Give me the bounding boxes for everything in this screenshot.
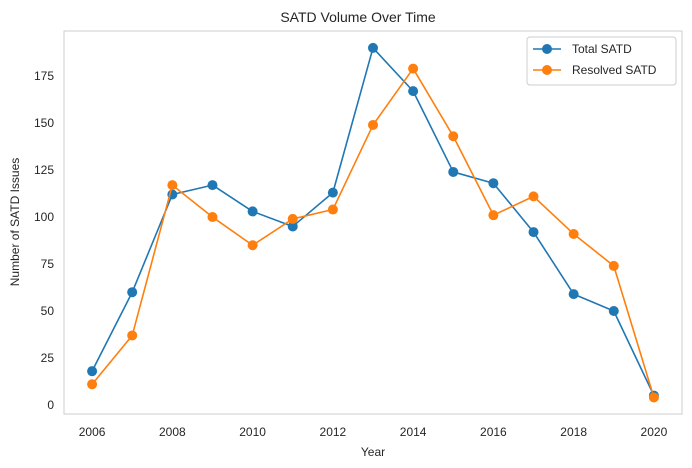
data-point-total-satd [207, 180, 218, 191]
x-tick-label: 2008 [159, 425, 186, 439]
data-point-total-satd [408, 86, 419, 97]
data-point-total-satd [528, 227, 539, 238]
data-point-resolved-satd [648, 392, 659, 403]
x-tick-label: 2006 [79, 425, 106, 439]
legend-box [526, 36, 677, 86]
data-point-resolved-satd [568, 228, 579, 239]
data-point-total-satd [127, 287, 138, 298]
x-axis-ticks: 2006 2008 2010 2012 2014 2016 2018 2020 [79, 425, 668, 439]
y-tick-label: 50 [41, 304, 55, 318]
series-layer [87, 42, 659, 403]
chart-title: SATD Volume Over Time [280, 9, 436, 25]
data-point-resolved-satd [528, 191, 539, 202]
legend: Total SATD Resolved SATD [526, 36, 677, 86]
data-point-resolved-satd [368, 119, 378, 130]
data-point-total-satd [608, 306, 619, 317]
legend-label-total-satd: Total SATD [572, 42, 632, 56]
y-axis-label: Number of SATD Issues [8, 158, 22, 286]
y-axis-ticks: 0 25 50 75 100 125 150 175 [34, 69, 54, 412]
data-point-resolved-satd [167, 180, 178, 191]
data-point-resolved-satd [408, 63, 419, 74]
data-point-total-satd [327, 187, 338, 198]
data-point-resolved-satd [327, 204, 338, 215]
data-point-resolved-satd [127, 330, 138, 341]
x-tick-label: 2012 [320, 425, 347, 439]
data-point-resolved-satd [488, 210, 499, 221]
data-point-total-satd [247, 206, 258, 217]
series-line-total-satd [91, 47, 655, 396]
x-tick-label: 2014 [400, 425, 427, 439]
legend-marker-total-satd [542, 44, 552, 54]
y-tick-label: 25 [41, 351, 55, 365]
data-point-resolved-satd [207, 212, 218, 223]
x-tick-label: 2016 [480, 425, 507, 439]
x-tick-label: 2018 [560, 425, 587, 439]
y-tick-label: 175 [34, 69, 54, 83]
y-tick-label: 0 [47, 398, 54, 412]
data-point-resolved-satd [448, 131, 459, 142]
legend-marker-resolved-satd [542, 65, 552, 75]
data-point-total-satd [448, 166, 459, 177]
data-point-resolved-satd [247, 240, 258, 251]
y-tick-label: 100 [34, 210, 54, 224]
y-tick-label: 150 [34, 116, 54, 130]
legend-label-resolved-satd: Resolved SATD [572, 63, 657, 77]
x-tick-label: 2020 [641, 425, 668, 439]
data-point-resolved-satd [87, 379, 98, 390]
x-tick-label: 2010 [239, 425, 266, 439]
y-tick-label: 125 [34, 163, 54, 177]
y-tick-label: 75 [41, 257, 55, 271]
data-point-resolved-satd [608, 260, 619, 271]
data-point-total-satd [87, 366, 98, 377]
data-point-total-satd [368, 42, 378, 53]
x-axis-label: Year [361, 445, 385, 459]
plot-area [63, 30, 683, 415]
data-point-total-satd [488, 178, 499, 189]
data-point-total-satd [287, 221, 298, 232]
data-point-total-satd [568, 289, 579, 300]
data-point-resolved-satd [287, 213, 298, 224]
